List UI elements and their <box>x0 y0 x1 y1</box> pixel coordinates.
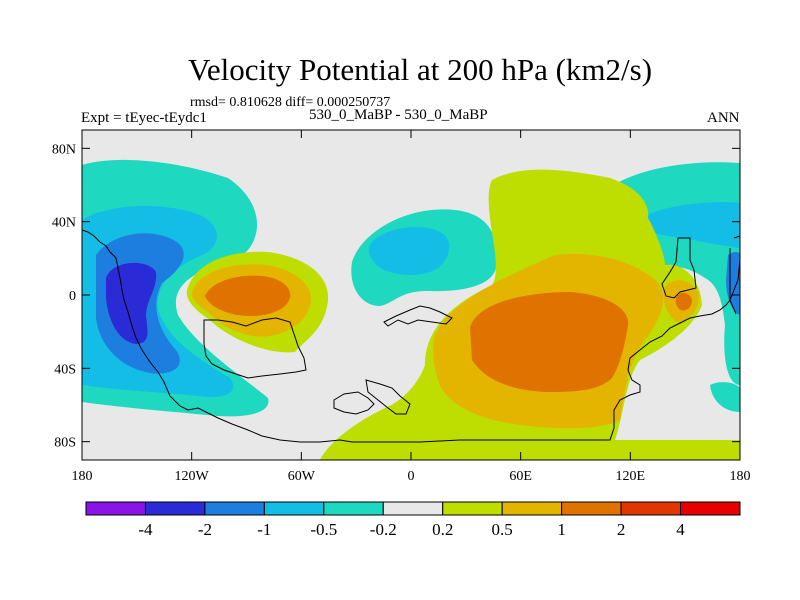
continent-outline-south-atlantic <box>365 379 411 415</box>
contour-map <box>82 130 740 460</box>
continent-outline-east-asia <box>661 237 697 299</box>
x-tick-label: 120E <box>616 469 646 484</box>
colorbar-label: 1 <box>557 520 566 539</box>
y-tick-label: 40S <box>54 362 76 377</box>
negative-region-atlantic-cyan <box>368 227 450 275</box>
positive-region-main-orange <box>470 292 629 392</box>
colorbar-swatch <box>561 501 622 516</box>
colorbar-swatch <box>442 501 503 516</box>
colorbar-swatch <box>382 501 444 516</box>
y-tick-label: 80N <box>52 142 76 157</box>
y-axis: 80N 40N 0 40S 80S <box>52 142 740 451</box>
colorbar-label: -0.5 <box>310 520 337 539</box>
negative-region-south-teal <box>710 382 740 412</box>
continent-outline-americas-east <box>203 317 307 379</box>
continent-outline-east-edge <box>729 235 741 315</box>
colorbar-label: -1 <box>257 520 271 539</box>
x-tick-label: 180 <box>72 469 93 484</box>
positive-region-central-orange <box>205 275 291 316</box>
x-axis: 180 120W 60W 0 60E 120E 180 <box>72 130 751 484</box>
colorbar-swatch <box>204 501 265 516</box>
continent-outline-africa <box>383 305 453 327</box>
continent-outline-southern-islands <box>333 391 375 415</box>
colorbar-label: 4 <box>676 520 685 539</box>
colorbar-label: -0.2 <box>370 520 397 539</box>
colorbar-swatch <box>144 501 206 516</box>
stats-label: rmsd= 0.810628 diff= 0.000250737 <box>190 95 391 110</box>
y-tick-label: 0 <box>69 289 76 304</box>
chart-title: Velocity Potential at 200 hPa (km2/s) <box>187 52 653 87</box>
x-tick-label: 0 <box>408 469 415 484</box>
colorbar-swatch <box>620 501 682 516</box>
colorbar-label: 0.5 <box>492 520 513 539</box>
comparison-label: 530_0_MaBP - 530_0_MaBP <box>309 107 488 123</box>
experiment-label: Expt = tEyec-tEydc1 <box>81 110 207 126</box>
colorbar-swatch <box>85 501 146 516</box>
colorbar-label: -4 <box>138 520 153 539</box>
colorbar-swatch <box>501 501 563 516</box>
x-tick-label: 60E <box>509 469 532 484</box>
positive-region-east-orange <box>675 292 692 311</box>
negative-region-pacific-dark-blue <box>106 262 157 344</box>
colorbar-label: -2 <box>198 520 212 539</box>
continent-outline-americas-west <box>81 229 741 443</box>
y-tick-label: 80S <box>54 436 76 451</box>
x-tick-label: 120W <box>175 469 210 484</box>
colorbar-label: 2 <box>617 520 626 539</box>
colorbar-label: 0.2 <box>432 520 453 539</box>
season-label: ANN <box>707 110 740 126</box>
colorbar-swatch <box>323 501 384 516</box>
y-tick-label: 40N <box>52 216 76 231</box>
negative-region-northeast-cyan <box>638 202 740 248</box>
colorbar-swatch <box>680 501 741 516</box>
colorbar: -4 -2 -1 -0.5 -0.2 0.2 0.5 1 2 4 <box>85 501 741 539</box>
continent-outlines <box>81 229 741 443</box>
x-tick-label: 180 <box>730 469 751 484</box>
colorbar-swatch <box>263 501 325 516</box>
x-tick-label: 60W <box>288 469 316 484</box>
